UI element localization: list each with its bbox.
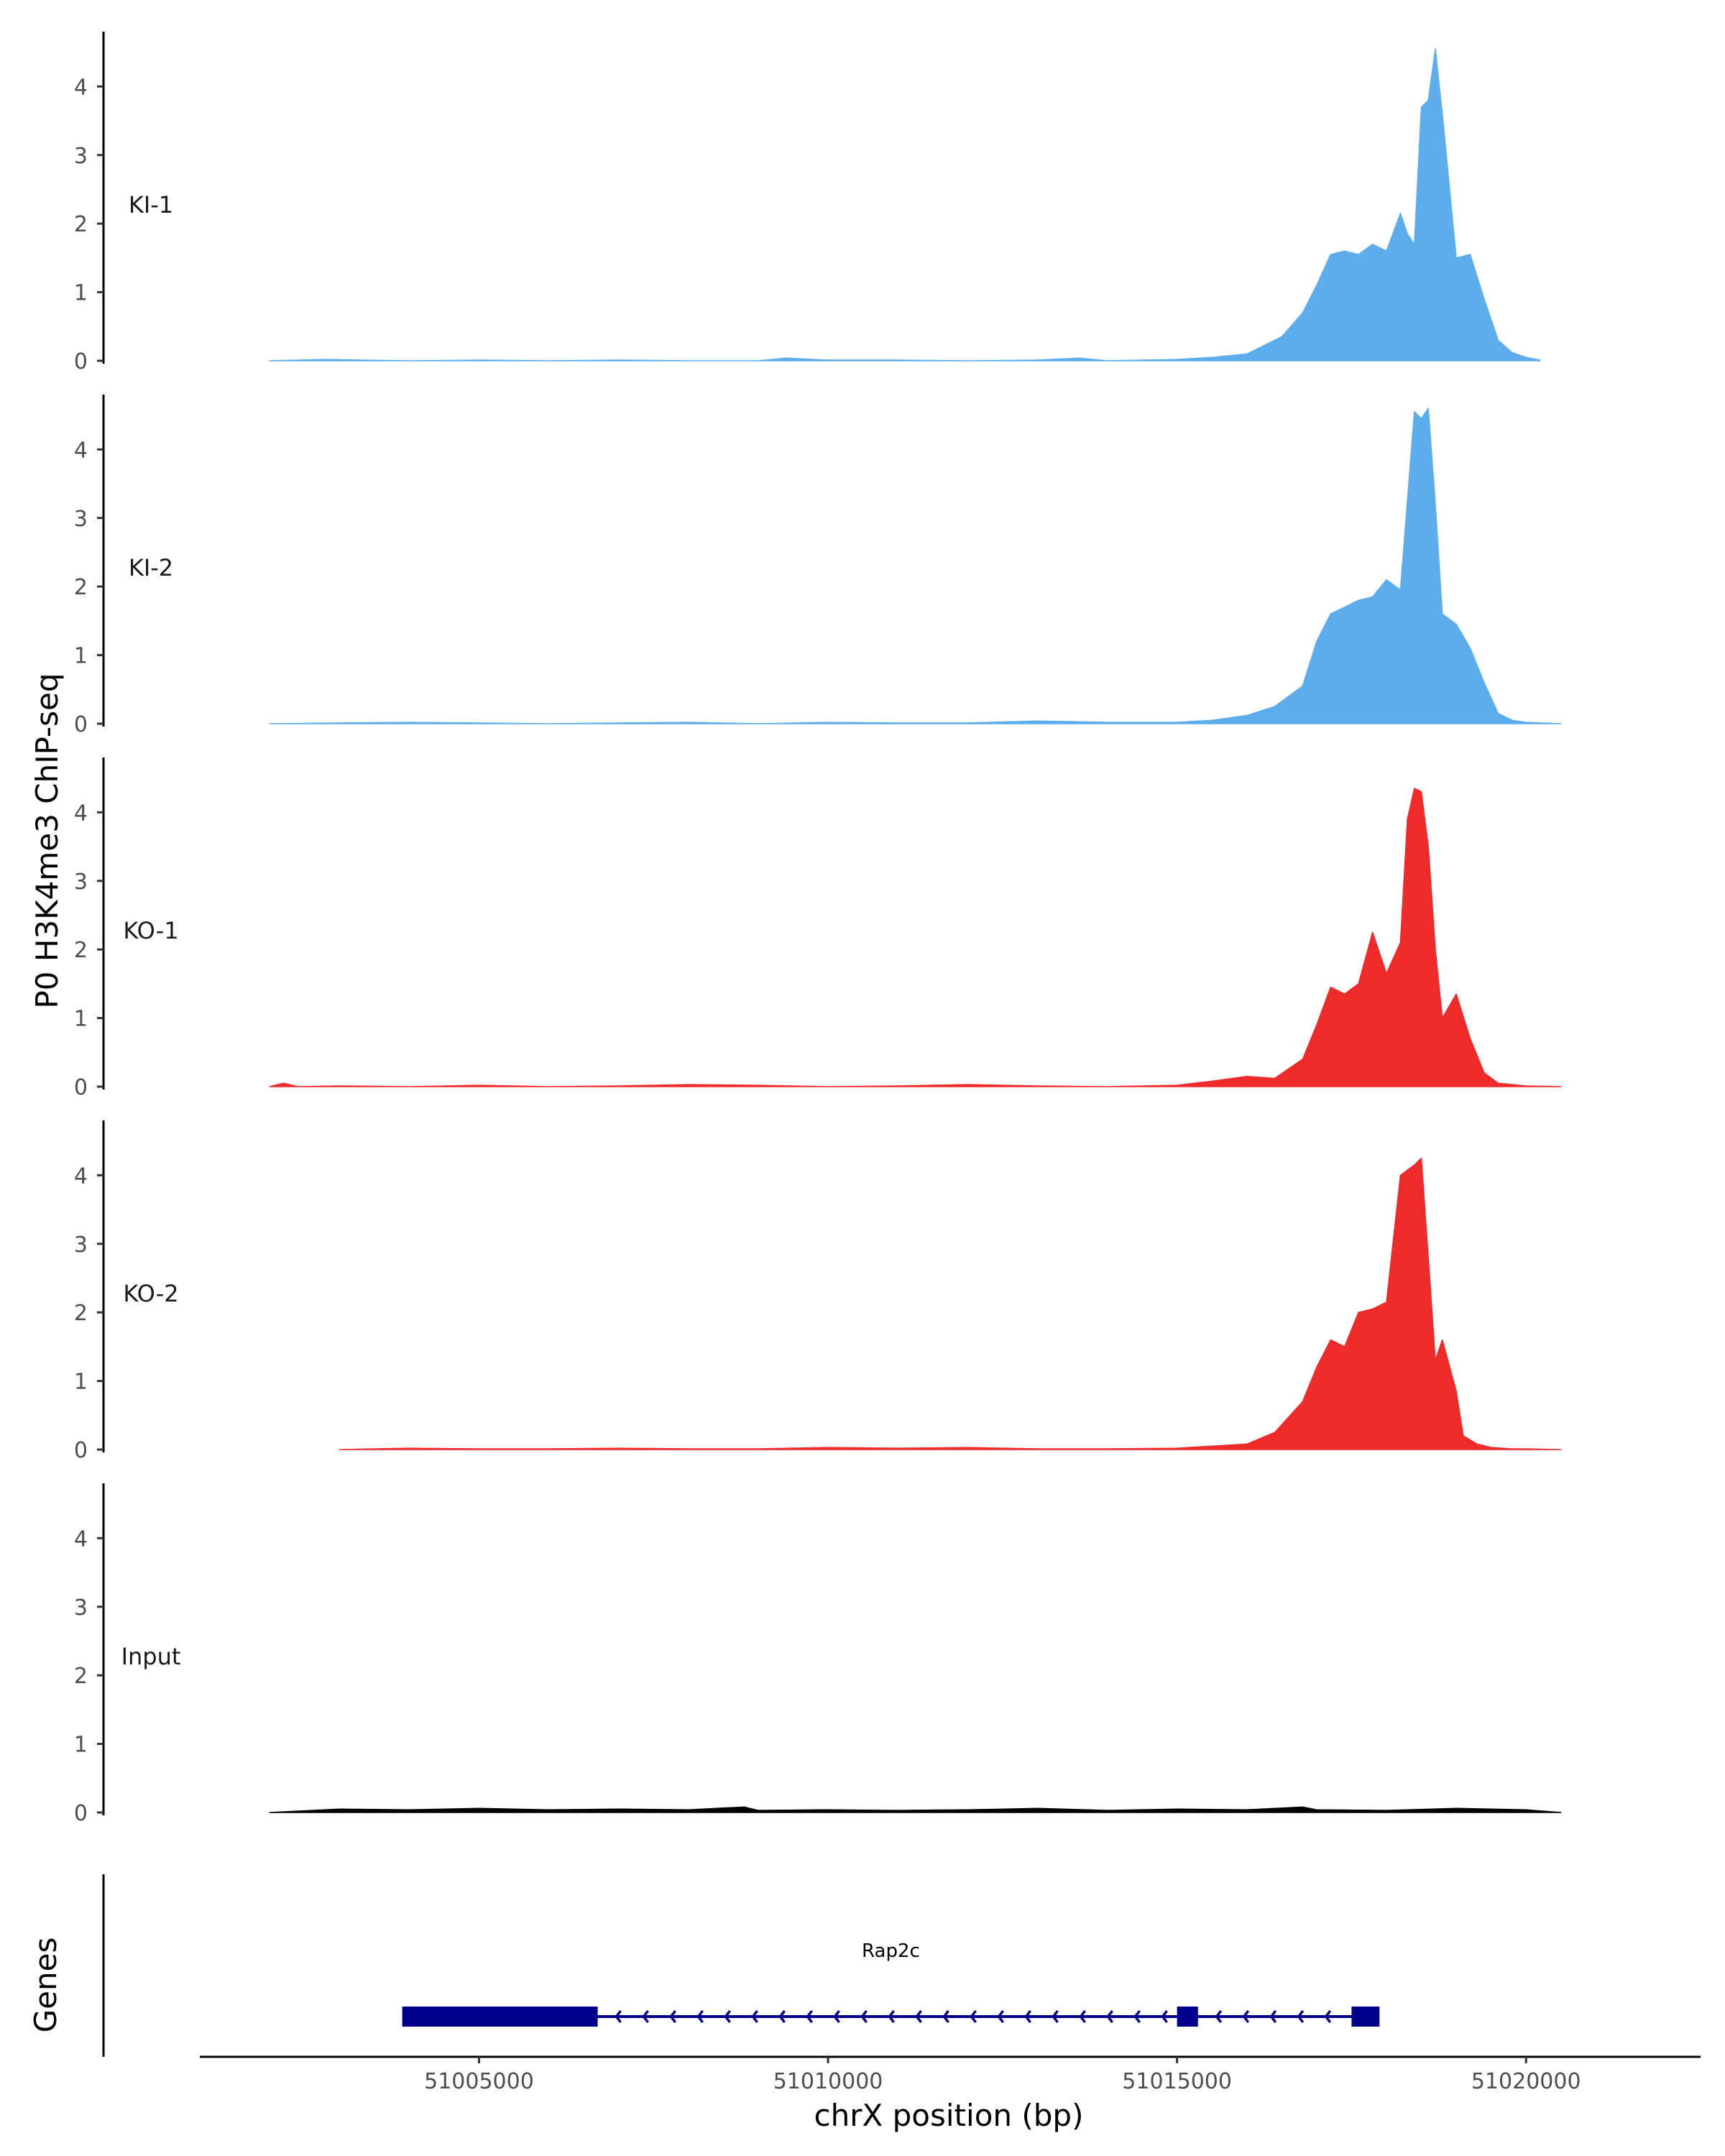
y-tick-label: 3	[74, 1233, 88, 1258]
y-tick-label: 1	[74, 644, 88, 669]
strand-arrow	[669, 2009, 676, 2024]
track-label-ki-1: KI-1	[129, 191, 173, 218]
y-tick-label: 2	[74, 1664, 88, 1689]
strand-arrow	[1242, 2009, 1250, 2024]
y-tick-label: 4	[74, 1526, 88, 1552]
coverage-area-ki-1	[269, 48, 1541, 361]
coverage-area-input	[269, 1806, 1562, 1813]
y-tick-label: 2	[74, 575, 88, 600]
track-ko-1: 0 1 2 3 4 KO-1	[74, 757, 1562, 1100]
y-tick-label: 4	[74, 438, 88, 463]
track-label-ko-1: KO-1	[123, 917, 178, 944]
coverage-area-ko-1	[269, 788, 1562, 1087]
gene-exon	[402, 2007, 598, 2027]
y-tick-label: 0	[74, 712, 88, 737]
gene-exon	[1351, 2007, 1380, 2027]
track-ko-2: 0 1 2 3 4 KO-2	[74, 1120, 1562, 1463]
strand-arrow	[833, 2009, 840, 2024]
strand-arrow	[751, 2009, 758, 2024]
genes-track-label: Genes	[28, 1938, 63, 2033]
strand-arrow	[860, 2009, 868, 2024]
track-ki-2: 0 1 2 3 4 KI-2	[74, 395, 1562, 737]
y-tick-label: 3	[74, 870, 88, 895]
strand-arrow	[1024, 2009, 1031, 2024]
strand-arrow	[778, 2009, 786, 2024]
y-tick-label: 1	[74, 1007, 88, 1032]
strand-arrow	[615, 2009, 622, 2024]
x-tick-label: 51015000	[1122, 2069, 1232, 2094]
y-tick-label: 1	[74, 281, 88, 306]
x-tick-label: 51010000	[773, 2069, 883, 2094]
y-tick-label: 0	[74, 1075, 88, 1100]
strand-arrow	[642, 2009, 649, 2024]
strand-arrow	[1079, 2009, 1086, 2024]
y-tick-label: 0	[74, 1438, 88, 1463]
strand-arrow	[888, 2009, 895, 2024]
strand-arrow	[806, 2009, 813, 2024]
gene-exon	[1177, 2007, 1198, 2027]
y-tick-label: 2	[74, 212, 88, 237]
x-axis: 51005000 51010000 51015000 51020000	[200, 2055, 1701, 2094]
y-tick-label: 1	[74, 1733, 88, 1758]
strand-arrow	[915, 2009, 922, 2024]
strand-arrow	[942, 2009, 949, 2024]
track-input: 0 1 2 3 4 Input	[74, 1483, 1562, 1826]
strand-arrow	[997, 2009, 1004, 2024]
y-tick-label: 1	[74, 1370, 88, 1395]
strand-arrow	[724, 2009, 731, 2024]
gene-name-label: Rap2c	[862, 1940, 920, 1962]
y-tick-label: 2	[74, 938, 88, 963]
strand-arrow	[1133, 2009, 1141, 2024]
strand-arrow	[970, 2009, 977, 2024]
y-tick-label: 2	[74, 1301, 88, 1326]
coverage-area-ki-2	[269, 407, 1562, 724]
gene-model: Rap2c	[402, 1940, 1380, 2027]
y-tick-label: 0	[74, 1801, 88, 1826]
x-tick-label: 51020000	[1471, 2069, 1581, 2094]
y-axis-title: P0 H3K4me3 ChIP-seq	[29, 673, 65, 1008]
coverage-area-ko-2	[339, 1157, 1562, 1450]
y-tick-label: 4	[74, 801, 88, 826]
y-tick-label: 4	[74, 75, 88, 100]
x-axis-title: chrX position (bp)	[814, 2098, 1084, 2133]
y-tick-label: 3	[74, 1595, 88, 1621]
track-ki-1: 0 1 2 3 4 KI-1	[74, 32, 1541, 374]
track-label-ki-2: KI-2	[129, 554, 173, 581]
strand-arrow	[1106, 2009, 1113, 2024]
coverage-tracks: 0 1 2 3 4 KI-1 0 1 2 3 4 KI-2 0 1 2 3 4 KO-1 0 1 2 3 4 KO-2 0 1 2 3…	[74, 32, 1562, 1826]
y-tick-label: 4	[74, 1164, 88, 1189]
x-tick-label: 51005000	[424, 2069, 534, 2094]
strand-arrow	[696, 2009, 704, 2024]
genes-track: Genes Rap2c	[28, 1874, 1380, 2057]
strand-arrow	[1161, 2009, 1168, 2024]
strand-arrow	[1324, 2009, 1332, 2024]
track-label-input: Input	[121, 1643, 181, 1670]
y-tick-label: 3	[74, 507, 88, 532]
strand-arrow	[1269, 2009, 1277, 2024]
y-tick-label: 3	[74, 144, 88, 169]
y-tick-label: 0	[74, 349, 88, 374]
strand-arrow	[1297, 2009, 1305, 2024]
strand-arrow	[1215, 2009, 1223, 2024]
track-label-ko-2: KO-2	[123, 1280, 178, 1307]
strand-arrow	[1052, 2009, 1059, 2024]
